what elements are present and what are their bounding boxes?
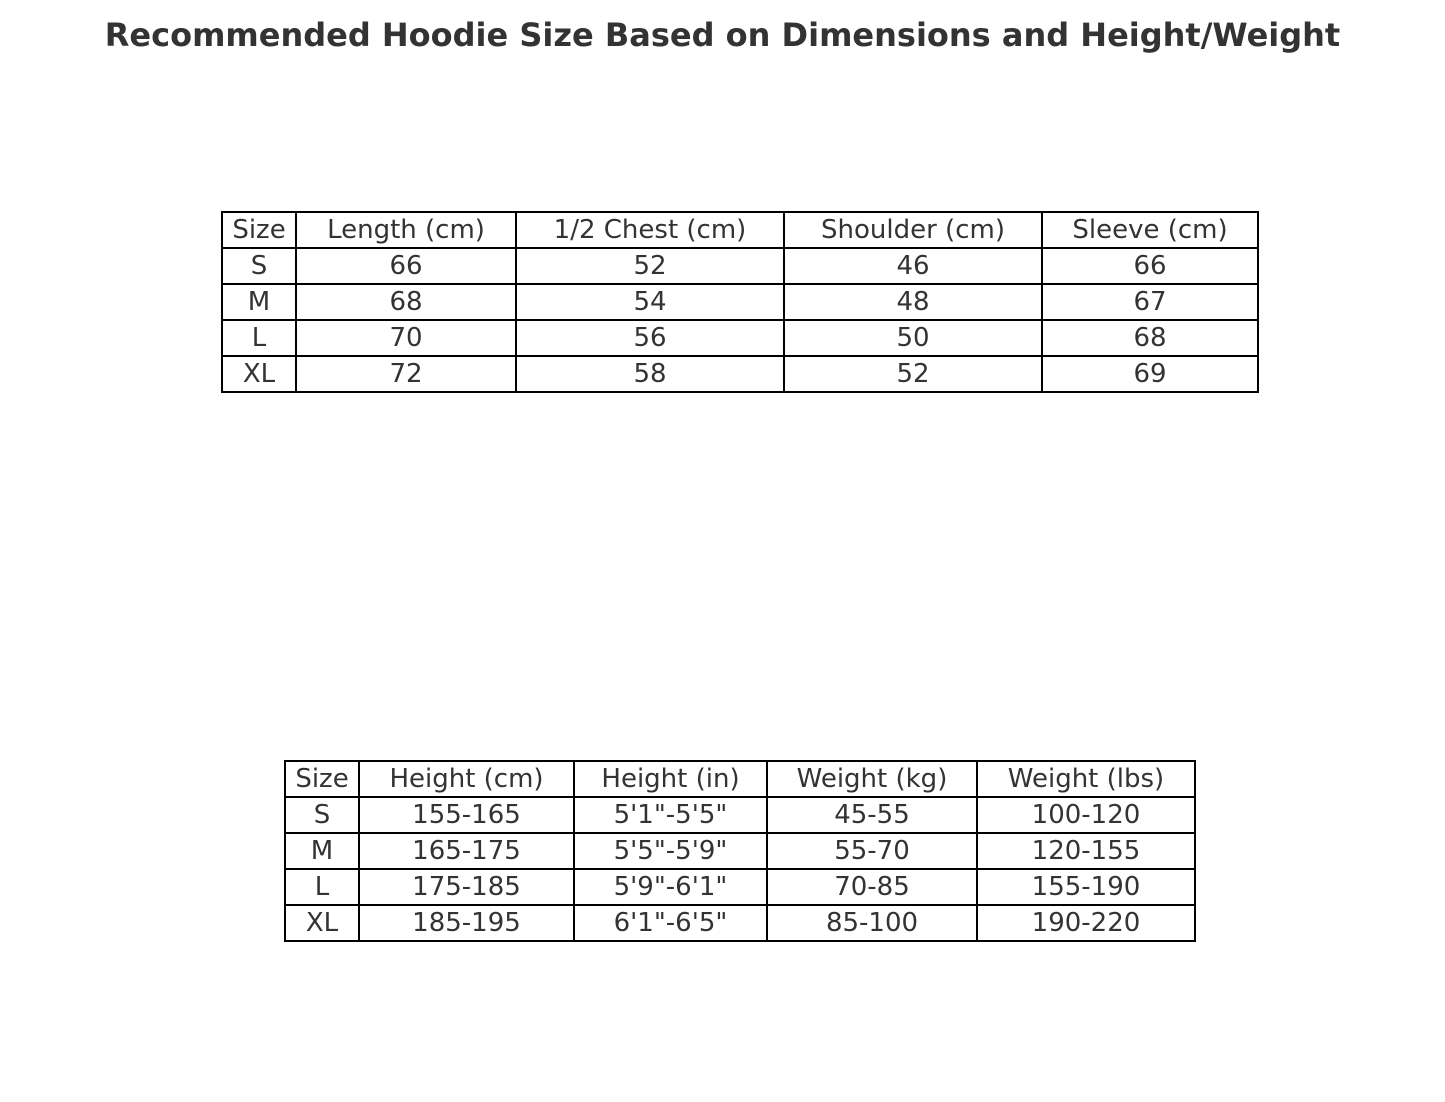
column-header: Height (cm) [358, 760, 575, 798]
dimensions-table: Size Length (cm) 1/2 Chest (cm) Shoulder (c… [221, 211, 1259, 393]
table-cell: 48 [783, 283, 1043, 321]
table-cell: 58 [515, 355, 785, 393]
table-cell: 120-155 [976, 832, 1196, 870]
table-cell: 54 [515, 283, 785, 321]
header-row: Size Height (cm) Height (in) Weight (kg) Wei… [284, 760, 1196, 798]
table-cell: 190-220 [976, 904, 1196, 942]
table-cell: S [284, 796, 360, 834]
figure-title: Recommended Hoodie Size Based on Dimensi… [104, 16, 1341, 54]
table-cell: 50 [783, 319, 1043, 357]
column-header: Sleeve (cm) [1041, 211, 1259, 249]
table-cell: 155-165 [358, 796, 575, 834]
table-cell: 185-195 [358, 904, 575, 942]
table-cell: 66 [1041, 247, 1259, 285]
table-cell: 5'5"-5'9" [573, 832, 768, 870]
table-cell: M [284, 832, 360, 870]
table-cell: S [221, 247, 297, 285]
table-cell: 5'9"-6'1" [573, 868, 768, 906]
table-row: L 70 56 50 68 [221, 319, 1259, 357]
table-cell: XL [284, 904, 360, 942]
table-cell: 69 [1041, 355, 1259, 393]
table-cell: M [221, 283, 297, 321]
table-cell: 85-100 [766, 904, 978, 942]
height-weight-table: Size Height (cm) Height (in) Weight (kg) Wei… [284, 760, 1196, 942]
table-cell: 6'1"-6'5" [573, 904, 768, 942]
table-row: M 165-175 5'5"-5'9" 55-70 120-155 [284, 832, 1196, 870]
table-cell: 45-55 [766, 796, 978, 834]
table-cell: 70 [295, 319, 517, 357]
table-row: L 175-185 5'9"-6'1" 70-85 155-190 [284, 868, 1196, 906]
table-cell: 46 [783, 247, 1043, 285]
column-header: Height (in) [573, 760, 768, 798]
table-cell: 56 [515, 319, 785, 357]
table-cell: 68 [295, 283, 517, 321]
table-row: S 66 52 46 66 [221, 247, 1259, 285]
column-header: Weight (lbs) [976, 760, 1196, 798]
table-cell: 100-120 [976, 796, 1196, 834]
table-cell: XL [221, 355, 297, 393]
table-cell: 67 [1041, 283, 1259, 321]
table-cell: 55-70 [766, 832, 978, 870]
column-header: Shoulder (cm) [783, 211, 1043, 249]
table-cell: 68 [1041, 319, 1259, 357]
table-row: XL 185-195 6'1"-6'5" 85-100 190-220 [284, 904, 1196, 942]
table-cell: 5'1"-5'5" [573, 796, 768, 834]
table-row: S 155-165 5'1"-5'5" 45-55 100-120 [284, 796, 1196, 834]
table-cell: 155-190 [976, 868, 1196, 906]
table-cell: L [284, 868, 360, 906]
column-header: Length (cm) [295, 211, 517, 249]
column-header: Size [284, 760, 360, 798]
column-header: Weight (kg) [766, 760, 978, 798]
column-header: Size [221, 211, 297, 249]
table-cell: L [221, 319, 297, 357]
table-cell: 175-185 [358, 868, 575, 906]
table-cell: 66 [295, 247, 517, 285]
table-row: M 68 54 48 67 [221, 283, 1259, 321]
table-cell: 52 [515, 247, 785, 285]
table-cell: 72 [295, 355, 517, 393]
table-cell: 52 [783, 355, 1043, 393]
table-cell: 70-85 [766, 868, 978, 906]
header-row: Size Length (cm) 1/2 Chest (cm) Shoulder (c… [221, 211, 1259, 249]
column-header: 1/2 Chest (cm) [515, 211, 785, 249]
table-row: XL 72 58 52 69 [221, 355, 1259, 393]
table-cell: 165-175 [358, 832, 575, 870]
